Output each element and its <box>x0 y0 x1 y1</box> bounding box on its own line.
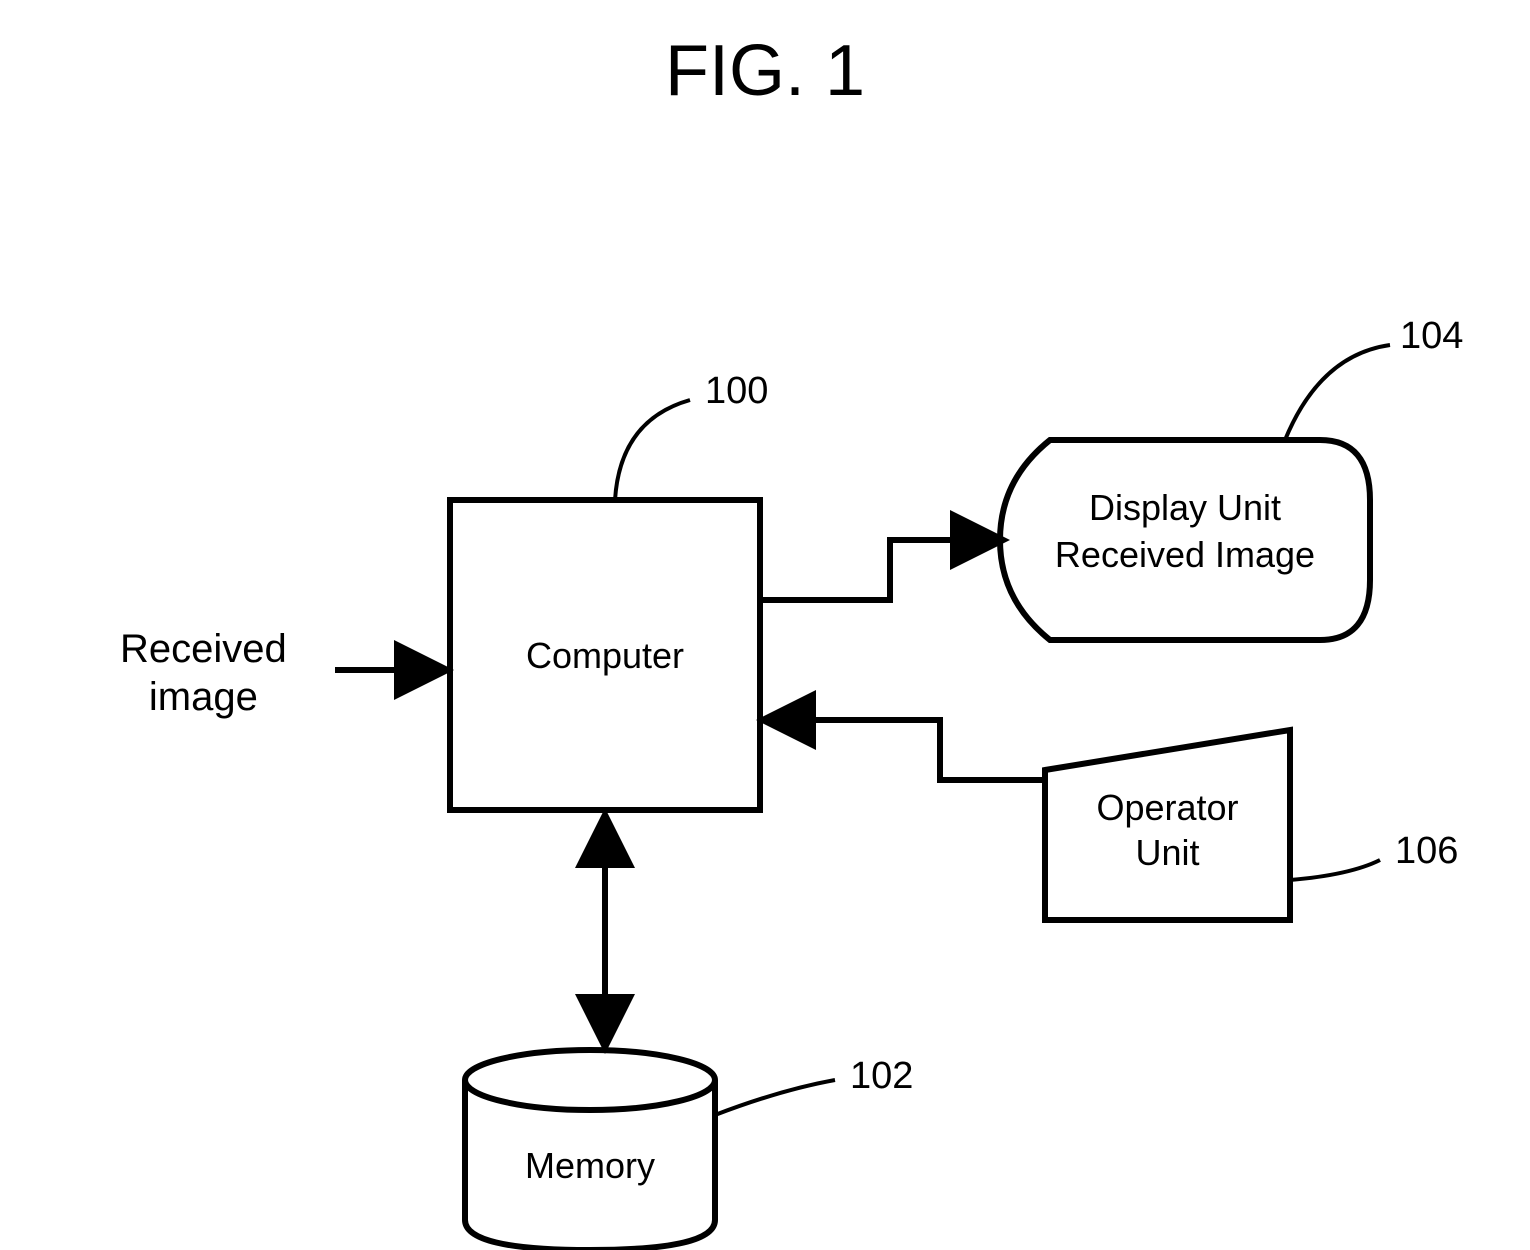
input-label-line1: Received <box>120 625 287 673</box>
edge-computer-display <box>760 540 998 600</box>
ref-leader-104 <box>1285 345 1390 440</box>
ref-leader-106 <box>1290 860 1380 880</box>
display-label-line1: Display Unit <box>1005 485 1365 532</box>
ref-100: 100 <box>705 370 768 413</box>
display-label: Display Unit Received Image <box>1005 485 1365 579</box>
operator-label: Operator Unit <box>1045 785 1290 875</box>
figure-title: FIG. 1 <box>665 30 865 112</box>
memory-label: Memory <box>465 1145 715 1187</box>
ref-104: 104 <box>1400 315 1463 358</box>
block-diagram: Received image Computer Memory Display U… <box>60 180 1470 1180</box>
operator-label-line2: Unit <box>1045 830 1290 875</box>
ref-leader-100 <box>615 400 690 500</box>
input-label-line2: image <box>120 673 287 721</box>
computer-label: Computer <box>450 635 760 677</box>
operator-label-line1: Operator <box>1045 785 1290 830</box>
ref-leader-102 <box>715 1080 835 1115</box>
input-label: Received image <box>120 625 287 721</box>
display-label-line2: Received Image <box>1005 532 1365 579</box>
edge-operator-computer <box>768 720 1045 780</box>
ref-106: 106 <box>1395 830 1458 873</box>
ref-102: 102 <box>850 1055 913 1098</box>
